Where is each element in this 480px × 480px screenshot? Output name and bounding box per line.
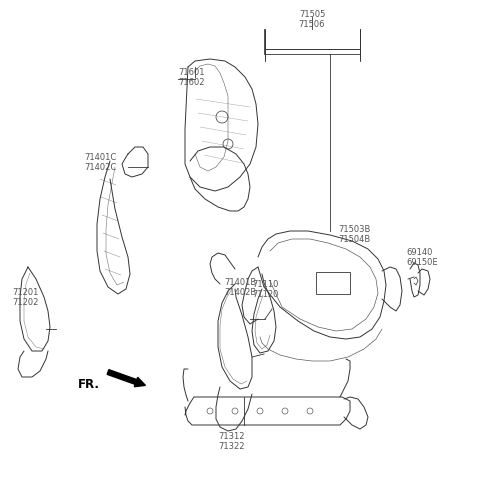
Text: 71401B
71402B: 71401B 71402B	[224, 277, 256, 297]
FancyArrow shape	[107, 370, 145, 387]
Text: 71401C
71402C: 71401C 71402C	[84, 153, 116, 172]
Text: 71601
71602: 71601 71602	[178, 68, 204, 87]
Text: 71312
71322: 71312 71322	[219, 431, 245, 450]
Text: FR.: FR.	[78, 378, 100, 391]
Bar	[316, 273, 350, 294]
Text: 71201
71202: 71201 71202	[12, 288, 38, 307]
Text: 71110
71120: 71110 71120	[252, 279, 278, 299]
Text: 71505
71506: 71505 71506	[299, 10, 325, 29]
Text: 71503B
71504B: 71503B 71504B	[338, 225, 371, 244]
Text: 69140
69150E: 69140 69150E	[406, 248, 438, 267]
